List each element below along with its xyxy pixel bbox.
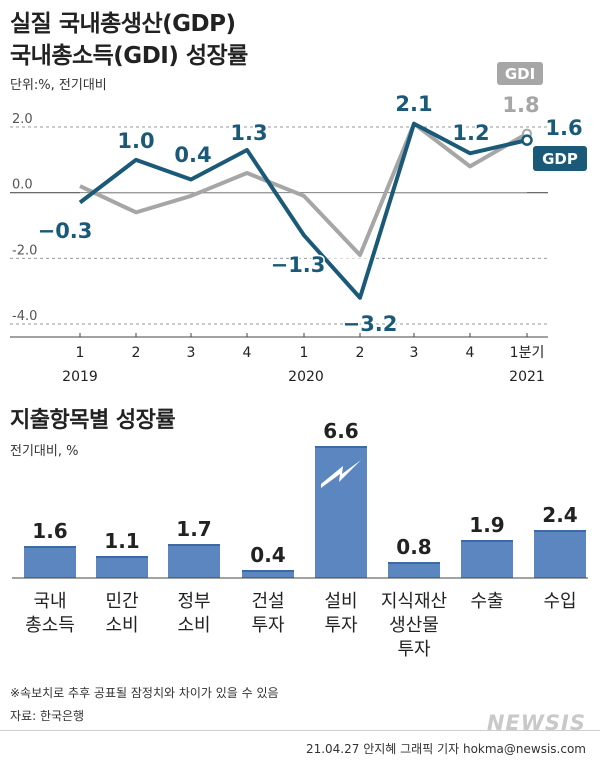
gdi-data-label: 1.8 bbox=[502, 93, 539, 117]
bar-category-label: 생산물 bbox=[389, 615, 439, 636]
line-chart-title-line2: 국내총소득(GDI) 성장률 bbox=[10, 43, 248, 69]
x-tick-label: 3 bbox=[187, 345, 196, 361]
y-tick-label: 0.0 bbox=[12, 178, 33, 193]
x-tick-label: 1 bbox=[300, 345, 309, 361]
bar-value-label: 6.6 bbox=[323, 419, 358, 443]
bar-top-edge bbox=[534, 530, 586, 532]
year-label: 2021 bbox=[509, 369, 545, 385]
lightning-accent bbox=[321, 460, 361, 488]
bar bbox=[388, 562, 440, 578]
bar-value-label: 0.8 bbox=[396, 535, 431, 559]
bar-category-label: 투자 bbox=[324, 615, 358, 636]
bar-category-label: 소비 bbox=[177, 615, 210, 636]
x-tick-label: 1분기 bbox=[510, 345, 545, 361]
bar bbox=[242, 570, 294, 578]
credit-text: 21.04.27 안지혜 그래픽 기자 hokma@newsis.com bbox=[305, 742, 586, 756]
gdp-data-label: −0.3 bbox=[38, 219, 93, 243]
gdp-data-label: −3.2 bbox=[343, 312, 398, 336]
x-tick-label: 4 bbox=[466, 345, 475, 361]
bar-category-label: 지식재산 bbox=[381, 591, 447, 612]
bar-chart-title: 지출항목별 성장률 bbox=[10, 408, 176, 433]
bar-top-edge bbox=[242, 570, 294, 572]
bar-top-edge bbox=[96, 556, 148, 558]
gdp-data-label: 1.2 bbox=[452, 121, 489, 145]
bar-value-label: 1.1 bbox=[104, 529, 139, 553]
y-tick-label: 2.0 bbox=[12, 112, 33, 127]
bar-category-label: 건설 bbox=[251, 591, 284, 612]
x-tick-label: 2 bbox=[132, 345, 141, 361]
bar-top-edge bbox=[461, 540, 513, 542]
bar bbox=[461, 540, 513, 578]
bar-top-edge bbox=[388, 562, 440, 564]
bar-category-label: 수출 bbox=[470, 591, 503, 612]
bar-category-label: 설비 bbox=[324, 591, 357, 612]
gdi-legend-label: GDI bbox=[505, 65, 535, 83]
gdp-data-label: 0.4 bbox=[174, 143, 211, 167]
bar-value-label: 1.7 bbox=[176, 517, 211, 541]
bar-category-label: 소비 bbox=[105, 615, 138, 636]
gdp-series-line bbox=[78, 121, 528, 300]
bar bbox=[534, 530, 586, 578]
bar bbox=[96, 556, 148, 578]
bar-category-label: 총소득 bbox=[25, 615, 75, 636]
line-chart-unit: 단위:%, 전기대비 bbox=[10, 78, 107, 93]
bar-top-edge bbox=[168, 544, 220, 546]
gdp-end-marker bbox=[521, 134, 533, 146]
bar-chart-unit: 전기대비, % bbox=[10, 444, 79, 459]
source-text: 자료: 한국은행 bbox=[10, 709, 85, 723]
bar bbox=[168, 544, 220, 578]
gdp-data-label: 1.0 bbox=[117, 129, 154, 153]
bar-category-label: 투자 bbox=[397, 639, 431, 660]
bar-value-label: 1.6 bbox=[32, 519, 67, 543]
gdp-data-label: 1.3 bbox=[230, 121, 267, 145]
gdp-legend-label: GDP bbox=[542, 150, 578, 168]
y-tick-label: -4.0 bbox=[12, 309, 37, 324]
bar-category-label: 민간 bbox=[105, 591, 138, 612]
bar-category-label: 수입 bbox=[543, 591, 576, 612]
gdp-data-label: −1.3 bbox=[271, 253, 326, 277]
bar-top-edge bbox=[24, 546, 76, 548]
y-tick-label: -2.0 bbox=[12, 243, 37, 258]
gdp-legend-box bbox=[533, 146, 587, 171]
gdp-data-label: 1.6 bbox=[545, 116, 582, 140]
year-label: 2020 bbox=[288, 369, 324, 385]
gdi-legend-box bbox=[497, 62, 543, 85]
bar-value-label: 2.4 bbox=[542, 503, 577, 527]
bar-category-label: 국내 bbox=[33, 591, 66, 612]
bar bbox=[24, 546, 76, 578]
gdp-data-label: 2.1 bbox=[395, 92, 432, 116]
bar-category-label: 정부 bbox=[177, 591, 210, 612]
newsis-logo: NEWSIS bbox=[486, 711, 586, 735]
footnote: ※속보치로 추후 공표될 잠정치와 차이가 있을 수 있음 bbox=[10, 686, 279, 700]
year-label: 2019 bbox=[62, 369, 98, 385]
gdp-area bbox=[80, 123, 527, 298]
bar-value-label: 1.9 bbox=[469, 513, 504, 537]
gdi-series-line bbox=[79, 121, 528, 258]
bar-category-label: 투자 bbox=[251, 615, 285, 636]
bar-top-edge bbox=[315, 446, 367, 448]
line-chart-title-line1: 실질 국내총생산(GDP) bbox=[10, 11, 236, 37]
x-tick-label: 1 bbox=[76, 345, 85, 361]
x-tick-label: 3 bbox=[410, 345, 419, 361]
x-tick-label: 4 bbox=[243, 345, 252, 361]
x-tick-label: 2 bbox=[356, 345, 365, 361]
footer-divider bbox=[0, 730, 600, 731]
bar bbox=[315, 446, 367, 578]
bar-value-label: 0.4 bbox=[250, 543, 285, 567]
